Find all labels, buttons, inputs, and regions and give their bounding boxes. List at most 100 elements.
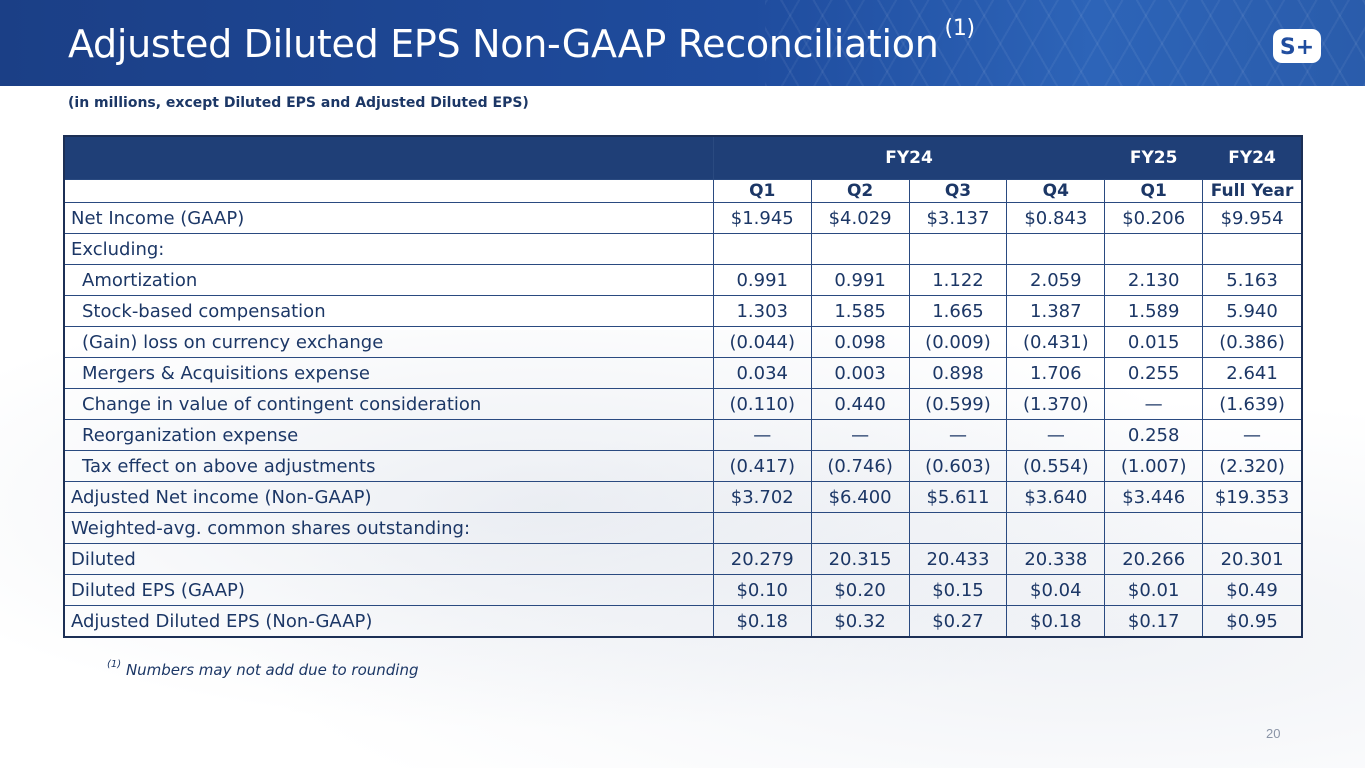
- table-cell: 0.255: [1104, 357, 1204, 389]
- table-cell: $3.446: [1104, 481, 1204, 513]
- table-cell: (0.009): [908, 326, 1008, 358]
- table-cell: 5.940: [1202, 295, 1303, 327]
- table-cell: $19.353: [1202, 481, 1303, 513]
- table-cell: (1.007): [1104, 450, 1204, 482]
- company-logo-icon: S+: [1273, 29, 1321, 63]
- table-cell: $0.04: [1006, 574, 1106, 606]
- table-cell: $5.611: [908, 481, 1008, 513]
- table-cell: 5.163: [1202, 264, 1303, 296]
- page-title-text: Adjusted Diluted EPS Non-GAAP Reconcilia…: [68, 22, 939, 66]
- table-cell: $1.945: [712, 202, 812, 234]
- column-header-full-year: Full Year: [1202, 179, 1303, 203]
- table-cell: (0.603): [908, 450, 1008, 482]
- table-cell: 2.130: [1104, 264, 1204, 296]
- table-cell: (0.554): [1006, 450, 1106, 482]
- table-cell: [1006, 233, 1106, 265]
- group-header-fy24: FY24: [712, 135, 1106, 180]
- table-cell: 0.258: [1104, 419, 1204, 451]
- header-bar: Adjusted Diluted EPS Non-GAAP Reconcilia…: [0, 0, 1365, 86]
- table-cell: $0.843: [1006, 202, 1106, 234]
- table-cell: 2.641: [1202, 357, 1303, 389]
- footnote-marker: (1): [107, 659, 122, 670]
- column-header-q1: Q1: [712, 179, 812, 203]
- table-cell: 20.279: [712, 543, 812, 575]
- column-header-label: [63, 179, 714, 203]
- table-row: Adjusted Net income (Non-GAAP) $3.702 $6.4…: [63, 481, 1303, 513]
- table-cell: —: [712, 419, 812, 451]
- table-cell: $0.18: [712, 605, 812, 638]
- table-row: Change in value of contingent considerat…: [63, 388, 1303, 420]
- column-header-fy25-q1: Q1: [1104, 179, 1204, 203]
- table-cell: $9.954: [1202, 202, 1303, 234]
- table-cell: $3.640: [1006, 481, 1106, 513]
- table-cell: 1.122: [908, 264, 1008, 296]
- table-cell: [712, 233, 812, 265]
- table-row: Excluding:: [63, 233, 1303, 265]
- table-cell: (0.110): [712, 388, 812, 420]
- table-cell: [908, 512, 1008, 544]
- table-cell: 0.440: [810, 388, 910, 420]
- table-cell: $0.27: [908, 605, 1008, 638]
- table-corner-cell: [63, 135, 714, 180]
- table-row: Stock-based compensation 1.303 1.585 1.665 1…: [63, 295, 1303, 327]
- table-cell: [712, 512, 812, 544]
- table-cell: 1.303: [712, 295, 812, 327]
- table-cell: $0.17: [1104, 605, 1204, 638]
- table-cell: —: [908, 419, 1008, 451]
- row-label: Amortization: [63, 264, 714, 296]
- table-cell: [1202, 512, 1303, 544]
- row-label: Tax effect on above adjustments: [63, 450, 714, 482]
- row-label: Mergers & Acquisitions expense: [63, 357, 714, 389]
- table-cell: (0.417): [712, 450, 812, 482]
- row-label: Net Income (GAAP): [63, 202, 714, 234]
- table-cell: 1.589: [1104, 295, 1204, 327]
- subtitle: (in millions, except Diluted EPS and Adj…: [68, 95, 529, 111]
- table-cell: $0.18: [1006, 605, 1106, 638]
- table-cell: 0.003: [810, 357, 910, 389]
- table-cell: 20.433: [908, 543, 1008, 575]
- table-cell: $6.400: [810, 481, 910, 513]
- table-cell: (0.431): [1006, 326, 1106, 358]
- table-cell: [908, 233, 1008, 265]
- table-cell: —: [1104, 388, 1204, 420]
- table-cell: [1006, 512, 1106, 544]
- table-row: Tax effect on above adjustments (0.417) (0…: [63, 450, 1303, 482]
- table-cell: 0.015: [1104, 326, 1204, 358]
- table-body: Net Income (GAAP) $1.945 $4.029 $3.137 $0.84…: [63, 202, 1303, 638]
- table-cell: —: [810, 419, 910, 451]
- group-header-fy25: FY25: [1104, 135, 1204, 180]
- row-label: Diluted EPS (GAAP): [63, 574, 714, 606]
- table-cell: [810, 512, 910, 544]
- table-row: Mergers & Acquisitions expense 0.034 0.003…: [63, 357, 1303, 389]
- table-cell: 20.301: [1202, 543, 1303, 575]
- table-row: Diluted EPS (GAAP) $0.10 $0.20 $0.15 $0.04 $0…: [63, 574, 1303, 606]
- column-header-q3: Q3: [908, 179, 1008, 203]
- table-cell: 1.706: [1006, 357, 1106, 389]
- table-cell: [1104, 512, 1204, 544]
- table-cell: 0.034: [712, 357, 812, 389]
- table-cell: $0.206: [1104, 202, 1204, 234]
- table-cell: $4.029: [810, 202, 910, 234]
- row-label: Diluted: [63, 543, 714, 575]
- footnote-text: Numbers may not add due to rounding: [121, 661, 419, 679]
- table-row: Net Income (GAAP) $1.945 $4.029 $3.137 $0.84…: [63, 202, 1303, 234]
- row-label: Change in value of contingent considerat…: [63, 388, 714, 420]
- table-cell: $0.20: [810, 574, 910, 606]
- reconciliation-table: FY24 FY25 FY24 Q1 Q2 Q3 Q4 Q1 Full Year …: [63, 135, 1303, 638]
- table-cell: 20.266: [1104, 543, 1204, 575]
- table-cell: $3.702: [712, 481, 812, 513]
- table-cell: (0.599): [908, 388, 1008, 420]
- table-cell: (2.320): [1202, 450, 1303, 482]
- table-cell: (0.044): [712, 326, 812, 358]
- table-cell: [810, 233, 910, 265]
- table-cell: $0.01: [1104, 574, 1204, 606]
- table-cell: (0.386): [1202, 326, 1303, 358]
- table-row: (Gain) loss on currency exchange (0.044) 0…: [63, 326, 1303, 358]
- row-label: Adjusted Diluted EPS (Non-GAAP): [63, 605, 714, 638]
- table-cell: $0.49: [1202, 574, 1303, 606]
- table-cell: 0.991: [810, 264, 910, 296]
- table-cell: 0.991: [712, 264, 812, 296]
- table-cell: 20.338: [1006, 543, 1106, 575]
- table-column-header-row: Q1 Q2 Q3 Q4 Q1 Full Year: [63, 179, 1303, 203]
- row-label: Stock-based compensation: [63, 295, 714, 327]
